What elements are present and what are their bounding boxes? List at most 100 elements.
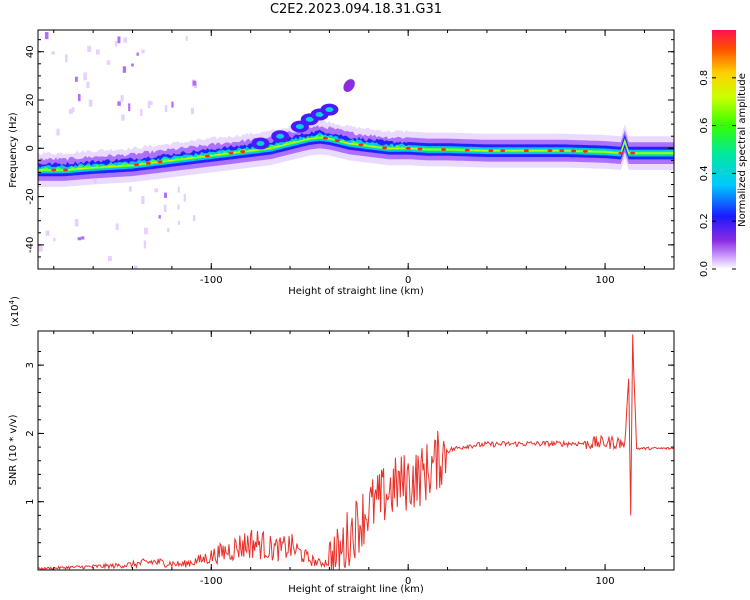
noise-speck bbox=[131, 63, 134, 67]
noise-speck bbox=[158, 215, 161, 219]
y-tick-label: -40 bbox=[25, 237, 36, 253]
noise-speck bbox=[120, 95, 124, 102]
noise-speck bbox=[128, 103, 131, 112]
noise-speck bbox=[177, 186, 180, 193]
noise-speck bbox=[117, 101, 121, 106]
snr-axes: -100 0 100 1 2 3 bbox=[25, 331, 674, 587]
noise-speck bbox=[190, 107, 194, 115]
noise-speck bbox=[185, 35, 188, 41]
y-tick-label: 0 bbox=[25, 145, 36, 151]
noise-speck bbox=[80, 236, 85, 240]
ridge-peak bbox=[240, 150, 246, 154]
noise-speck bbox=[123, 37, 127, 43]
noise-speck bbox=[149, 101, 153, 106]
y-tick-label: 2 bbox=[25, 430, 36, 436]
noise-speck bbox=[88, 99, 93, 107]
noise-speck bbox=[164, 192, 167, 198]
noise-speck bbox=[164, 105, 168, 113]
colorbar-tick-label: 0.0 bbox=[699, 261, 710, 277]
noise-speck bbox=[56, 128, 60, 136]
noise-speck bbox=[141, 49, 145, 54]
ridge-peak bbox=[488, 149, 494, 153]
noise-speck bbox=[144, 227, 148, 235]
ridge-peak bbox=[441, 148, 447, 151]
spectrogram-xlabel: Height of straight line (km) bbox=[288, 286, 424, 297]
noise-speck bbox=[143, 240, 147, 249]
noise-speck bbox=[115, 223, 119, 230]
snr-multiplier: (x104) bbox=[8, 296, 21, 327]
ridge-peak bbox=[405, 146, 411, 150]
colorbar-gradient bbox=[712, 30, 736, 269]
y-tick-label: 40 bbox=[25, 45, 36, 58]
noise-speck bbox=[154, 188, 159, 193]
ridge-band-1 bbox=[38, 125, 674, 181]
snr-series-line bbox=[38, 334, 674, 570]
ridge-peak bbox=[571, 149, 577, 153]
y-tick-label: 20 bbox=[25, 94, 36, 107]
noise-speck bbox=[192, 215, 196, 222]
snr-plot-area bbox=[38, 334, 674, 570]
noise-speck bbox=[44, 32, 49, 40]
ridge-peak bbox=[382, 146, 388, 150]
ridge-peak bbox=[582, 149, 588, 153]
x-tick-label: 0 bbox=[405, 576, 411, 587]
noise-speck bbox=[53, 237, 56, 242]
y-tick-label: -20 bbox=[25, 188, 36, 204]
isolated-blob bbox=[343, 79, 355, 92]
ridge-peak bbox=[145, 161, 151, 165]
y-tick-label: 1 bbox=[25, 499, 36, 505]
x-tick-label: 100 bbox=[596, 275, 615, 286]
noise-speck bbox=[141, 196, 145, 205]
noise-speck bbox=[121, 114, 125, 121]
upper-branch-core bbox=[315, 111, 324, 117]
ridge-peak bbox=[157, 160, 163, 164]
ridge-peak bbox=[417, 147, 423, 151]
spectrogram-axes: -100 0 100 -40 -20 0 20 40 bbox=[25, 30, 674, 286]
snr-ylabel: SNR (10 * v/v) bbox=[8, 414, 19, 485]
noise-speck bbox=[128, 186, 132, 192]
noise-speck bbox=[96, 49, 100, 55]
colorbar-tick-label: 0.4 bbox=[699, 165, 710, 181]
noise-speck bbox=[183, 194, 186, 202]
ridge-core bbox=[38, 136, 674, 171]
upper-branch-core bbox=[295, 124, 304, 130]
noise-speck bbox=[77, 237, 82, 241]
noise-speck bbox=[192, 80, 197, 86]
x-tick-label: 100 bbox=[596, 576, 615, 587]
noise-speck bbox=[140, 108, 143, 116]
upper-branch-core bbox=[276, 133, 285, 139]
noise-speck bbox=[74, 76, 78, 82]
ridge-band-3 bbox=[38, 132, 674, 174]
ridge-peak bbox=[51, 168, 57, 172]
spectrogram-plot-area bbox=[38, 32, 674, 269]
colorbar-label: Normalized spectral amplitude bbox=[737, 73, 748, 227]
colorbar: 0.0 0.2 0.4 0.6 0.8 Normalized spectral ampl… bbox=[699, 30, 748, 277]
noise-speck bbox=[51, 51, 55, 55]
noise-speck bbox=[177, 220, 181, 225]
noise-speck bbox=[45, 230, 50, 236]
ridge-peak bbox=[334, 139, 340, 142]
noise-speck bbox=[38, 244, 43, 252]
ridge-peak bbox=[630, 151, 636, 155]
colorbar-tick-label: 0.8 bbox=[699, 70, 710, 86]
noise-speck bbox=[87, 46, 92, 53]
ridge-peak bbox=[133, 163, 139, 167]
noise-speck bbox=[122, 66, 127, 73]
noise-speck bbox=[65, 54, 68, 63]
noise-speck bbox=[171, 101, 174, 108]
noise-speck bbox=[167, 227, 170, 233]
colorbar-tick-label: 0.2 bbox=[699, 213, 710, 229]
noise-speck bbox=[177, 204, 180, 210]
ridge-peak bbox=[500, 149, 506, 153]
ridge-peak bbox=[228, 151, 234, 155]
upper-branch-core bbox=[305, 116, 314, 122]
x-tick-label: -100 bbox=[200, 275, 223, 286]
noise-speck bbox=[163, 204, 167, 212]
ridge-peak bbox=[523, 149, 529, 153]
noise-speck bbox=[114, 40, 118, 47]
noise-speck bbox=[117, 36, 121, 44]
ridge-peak bbox=[464, 148, 470, 152]
upper-branch-core bbox=[256, 140, 265, 146]
noise-speck bbox=[147, 100, 151, 109]
